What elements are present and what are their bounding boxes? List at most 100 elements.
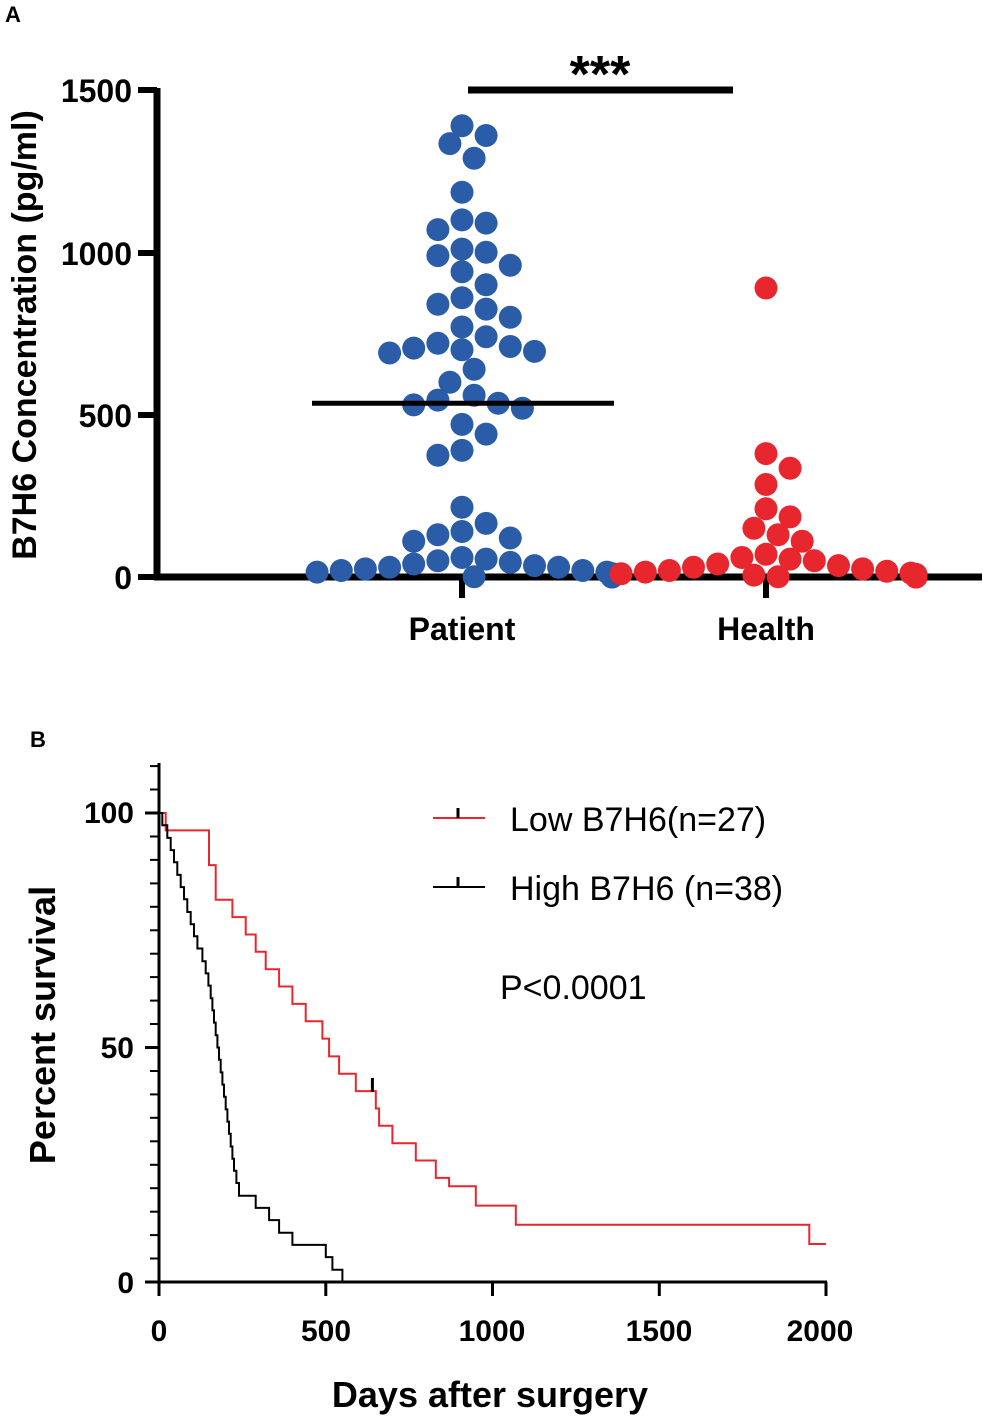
- data-point-patient: [402, 552, 426, 576]
- data-point-patient: [450, 237, 474, 261]
- data-point-health: [754, 497, 778, 521]
- panel-a-y-axis-title: B7H6 Concentration (pg/ml): [6, 110, 44, 560]
- data-point-patient: [450, 114, 474, 138]
- y-tick-label: 1500: [61, 73, 132, 109]
- data-point-health: [609, 562, 633, 586]
- survival-curve-high: [159, 812, 345, 1283]
- data-point-patient: [450, 438, 474, 462]
- data-point-patient: [438, 370, 462, 394]
- data-point-health: [875, 559, 899, 583]
- data-point-patient: [426, 244, 450, 268]
- panel-b-x-axis-title: Days after surgery: [332, 1374, 648, 1415]
- y-tick-label: 50: [101, 1032, 134, 1065]
- data-point-patient: [498, 550, 522, 574]
- data-point-health: [766, 523, 790, 547]
- data-point-patient: [402, 336, 426, 360]
- data-point-patient: [378, 341, 402, 365]
- data-point-health: [754, 542, 778, 566]
- data-point-patient: [426, 218, 450, 242]
- data-point-health: [730, 546, 754, 569]
- y-tick-label: 500: [79, 398, 132, 434]
- x-tick-label: 0: [151, 1315, 168, 1348]
- data-point-patient: [474, 325, 498, 349]
- data-point-patient: [450, 208, 474, 232]
- data-point-health: [742, 516, 766, 540]
- data-point-patient: [571, 559, 595, 582]
- panel-b-y-axis-title: Percent survival: [22, 886, 63, 1164]
- data-point-patient: [450, 495, 474, 519]
- data-point-patient: [438, 132, 462, 156]
- data-point-patient: [353, 557, 377, 581]
- data-point-patient: [523, 554, 546, 578]
- data-point-patient: [498, 253, 522, 277]
- data-point-patient: [474, 240, 498, 264]
- data-point-patient: [450, 338, 474, 362]
- data-point-patient: [523, 339, 546, 363]
- y-tick-label: 1000: [61, 236, 132, 272]
- data-point-health: [754, 276, 778, 300]
- survival-curves: [159, 812, 826, 1283]
- y-tick-label: 0: [117, 1267, 134, 1300]
- data-point-patient: [498, 305, 522, 329]
- data-point-patient: [474, 273, 498, 297]
- panel-a: A *** 0 500 1000 1500 Patient Health B7H…: [5, 2, 982, 647]
- data-point-patient: [474, 124, 498, 147]
- p-value-annotation: P<0.0001: [500, 969, 647, 1007]
- data-point-patient: [426, 331, 450, 355]
- data-point-health: [754, 473, 778, 496]
- data-point-health: [657, 559, 681, 582]
- data-point-patient: [426, 388, 450, 412]
- data-point-patient: [462, 357, 486, 381]
- data-point-patient: [450, 180, 474, 204]
- y-tick-label: 0: [114, 560, 132, 596]
- panel-a-label: A: [5, 2, 21, 27]
- x-tick-label: 500: [301, 1315, 351, 1348]
- data-point-health: [766, 565, 790, 589]
- category-label-patient: Patient: [409, 611, 516, 647]
- data-point-patient: [510, 396, 534, 420]
- panel-b-label: B: [30, 727, 46, 752]
- data-point-health: [851, 557, 875, 581]
- x-tick-label: 1000: [459, 1315, 526, 1348]
- data-point-patient: [450, 546, 474, 569]
- panel-b: B 100 50 0 0 500 1000 1500 2000 Days aft…: [22, 727, 853, 1415]
- data-point-health: [778, 456, 802, 480]
- data-point-health: [778, 505, 802, 529]
- data-point-health: [827, 554, 850, 578]
- data-point-patient: [474, 422, 498, 446]
- significance-stars: ***: [570, 46, 631, 104]
- data-point-patient: [474, 211, 498, 235]
- legend-label-high: High B7H6 (n=38): [510, 870, 783, 908]
- x-tick-label: 1500: [626, 1315, 693, 1348]
- data-point-health: [790, 529, 814, 553]
- data-point-patient: [426, 523, 450, 547]
- data-point-patient: [305, 560, 329, 584]
- y-minor-ticks: [145, 765, 159, 1284]
- legend: Low B7H6(n=27) High B7H6 (n=38): [433, 801, 783, 908]
- data-point-health: [904, 565, 928, 589]
- data-point-patient: [498, 526, 522, 550]
- data-point-patient: [474, 297, 498, 321]
- x-tick-label: 2000: [787, 1315, 854, 1348]
- dot-series-group: [305, 114, 928, 589]
- data-point-health: [778, 547, 802, 571]
- data-point-patient: [378, 555, 402, 579]
- data-point-health: [706, 552, 730, 576]
- data-point-health: [754, 442, 778, 466]
- legend-label-low: Low B7H6(n=27): [510, 801, 766, 839]
- y-tick-label: 100: [84, 797, 134, 830]
- data-point-patient: [426, 549, 450, 573]
- x-ticks: [157, 1282, 828, 1296]
- survival-curve-low: [159, 812, 826, 1245]
- data-point-patient: [474, 547, 498, 571]
- data-point-patient: [450, 260, 474, 284]
- data-point-patient: [462, 565, 486, 589]
- data-point-patient: [498, 335, 522, 358]
- data-point-health: [742, 563, 766, 587]
- data-point-patient: [450, 286, 474, 310]
- data-point-patient: [426, 443, 450, 467]
- data-point-patient: [329, 559, 353, 582]
- category-label-health: Health: [717, 611, 815, 647]
- data-point-patient: [450, 520, 474, 543]
